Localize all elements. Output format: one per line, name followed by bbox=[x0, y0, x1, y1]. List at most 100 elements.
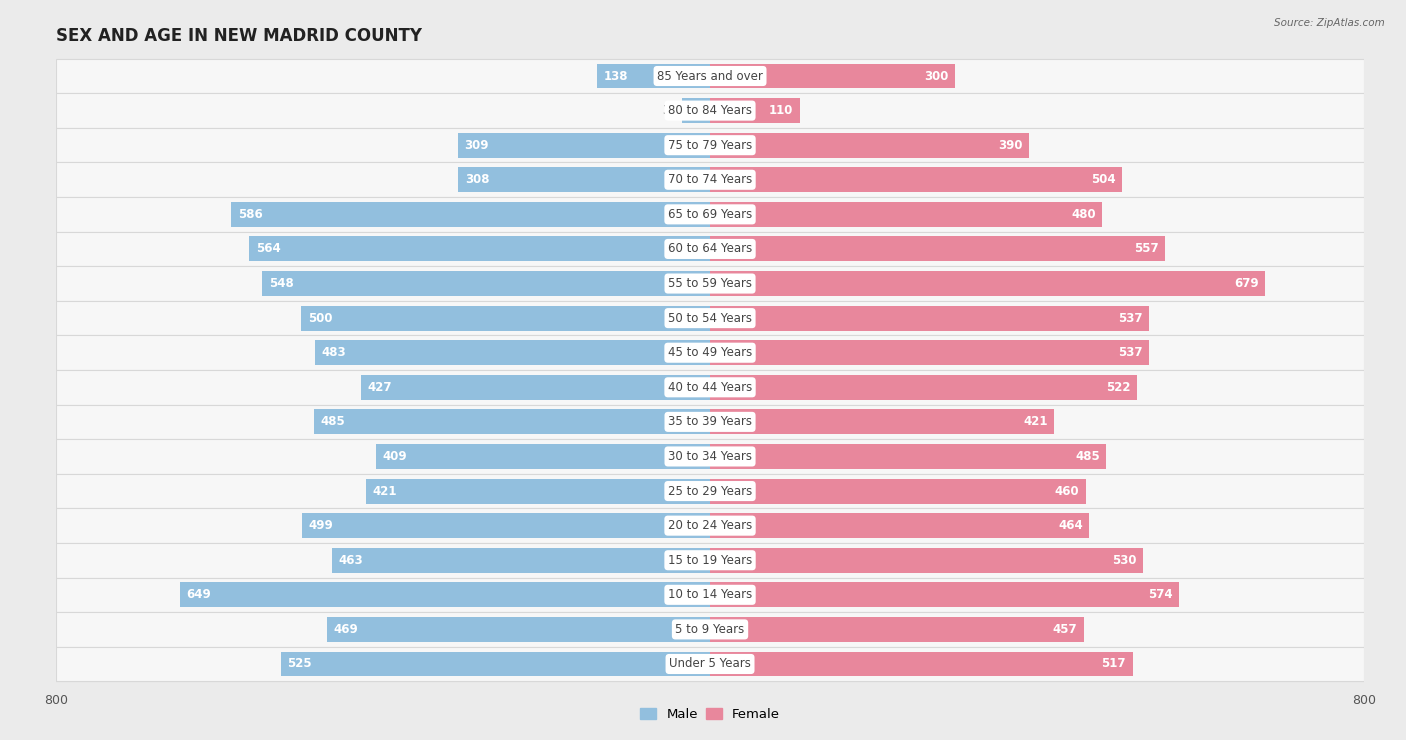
Text: 480: 480 bbox=[1071, 208, 1095, 221]
Bar bbox=[598, 64, 710, 89]
Bar bbox=[56, 543, 1364, 577]
Bar bbox=[710, 271, 1265, 296]
Text: 60 to 64 Years: 60 to 64 Years bbox=[668, 243, 752, 255]
Legend: Male, Female: Male, Female bbox=[634, 702, 786, 726]
Text: 564: 564 bbox=[256, 243, 280, 255]
Text: 649: 649 bbox=[186, 588, 211, 602]
Bar bbox=[710, 202, 1102, 226]
Bar bbox=[249, 237, 710, 261]
Text: 50 to 54 Years: 50 to 54 Years bbox=[668, 312, 752, 325]
Bar bbox=[710, 444, 1107, 469]
Bar bbox=[710, 375, 1136, 400]
Text: 308: 308 bbox=[465, 173, 489, 186]
Text: 525: 525 bbox=[287, 657, 312, 670]
Text: 70 to 74 Years: 70 to 74 Years bbox=[668, 173, 752, 186]
Bar bbox=[56, 577, 1364, 612]
Text: 409: 409 bbox=[382, 450, 406, 463]
Bar bbox=[366, 479, 710, 503]
Text: 485: 485 bbox=[1076, 450, 1099, 463]
Bar bbox=[301, 306, 710, 331]
Text: 45 to 49 Years: 45 to 49 Years bbox=[668, 346, 752, 359]
Text: 421: 421 bbox=[373, 485, 396, 497]
Text: 574: 574 bbox=[1147, 588, 1173, 602]
Text: 469: 469 bbox=[333, 623, 359, 636]
Text: 463: 463 bbox=[339, 554, 363, 567]
Text: 504: 504 bbox=[1091, 173, 1115, 186]
Bar bbox=[710, 514, 1090, 538]
Text: 517: 517 bbox=[1101, 657, 1126, 670]
Text: 15 to 19 Years: 15 to 19 Years bbox=[668, 554, 752, 567]
Bar bbox=[56, 439, 1364, 474]
Text: 457: 457 bbox=[1052, 623, 1077, 636]
Bar bbox=[56, 301, 1364, 335]
Text: Source: ZipAtlas.com: Source: ZipAtlas.com bbox=[1274, 18, 1385, 29]
Bar bbox=[326, 617, 710, 642]
Bar bbox=[56, 612, 1364, 647]
Text: 483: 483 bbox=[322, 346, 346, 359]
Bar bbox=[180, 582, 710, 608]
Text: 55 to 59 Years: 55 to 59 Years bbox=[668, 277, 752, 290]
Bar bbox=[56, 232, 1364, 266]
Bar bbox=[710, 64, 955, 89]
Text: 464: 464 bbox=[1057, 519, 1083, 532]
Bar bbox=[56, 93, 1364, 128]
Bar bbox=[710, 548, 1143, 573]
Text: 499: 499 bbox=[309, 519, 333, 532]
Bar bbox=[56, 335, 1364, 370]
Text: 110: 110 bbox=[769, 104, 793, 117]
Bar bbox=[56, 405, 1364, 439]
Text: 537: 537 bbox=[1118, 346, 1142, 359]
Text: SEX AND AGE IN NEW MADRID COUNTY: SEX AND AGE IN NEW MADRID COUNTY bbox=[56, 27, 422, 45]
Bar bbox=[56, 508, 1364, 543]
Text: 20 to 24 Years: 20 to 24 Years bbox=[668, 519, 752, 532]
Bar bbox=[231, 202, 710, 226]
Bar bbox=[262, 271, 710, 296]
Bar bbox=[302, 514, 710, 538]
Bar bbox=[56, 474, 1364, 508]
Bar bbox=[710, 617, 1084, 642]
Text: 5 to 9 Years: 5 to 9 Years bbox=[675, 623, 745, 636]
Text: 35 to 39 Years: 35 to 39 Years bbox=[668, 415, 752, 428]
Bar bbox=[710, 479, 1085, 503]
Text: 138: 138 bbox=[603, 70, 628, 83]
Bar bbox=[458, 167, 710, 192]
Bar bbox=[457, 132, 710, 158]
Bar bbox=[710, 237, 1166, 261]
Bar bbox=[314, 409, 710, 434]
Text: 85 Years and over: 85 Years and over bbox=[657, 70, 763, 83]
Text: 40 to 44 Years: 40 to 44 Years bbox=[668, 381, 752, 394]
Text: 586: 586 bbox=[238, 208, 263, 221]
Text: 390: 390 bbox=[998, 138, 1022, 152]
Bar bbox=[361, 375, 710, 400]
Bar bbox=[56, 197, 1364, 232]
Bar bbox=[710, 409, 1054, 434]
Bar bbox=[710, 132, 1029, 158]
Bar bbox=[56, 128, 1364, 163]
Bar bbox=[710, 98, 800, 123]
Text: 460: 460 bbox=[1054, 485, 1080, 497]
Text: Under 5 Years: Under 5 Years bbox=[669, 657, 751, 670]
Text: 427: 427 bbox=[367, 381, 392, 394]
Bar bbox=[710, 340, 1149, 365]
Bar bbox=[281, 651, 710, 676]
Text: 309: 309 bbox=[464, 138, 488, 152]
Text: 65 to 69 Years: 65 to 69 Years bbox=[668, 208, 752, 221]
Text: 530: 530 bbox=[1112, 554, 1136, 567]
Text: 548: 548 bbox=[269, 277, 294, 290]
Text: 522: 522 bbox=[1105, 381, 1130, 394]
Bar bbox=[56, 163, 1364, 197]
Text: 537: 537 bbox=[1118, 312, 1142, 325]
Bar bbox=[56, 266, 1364, 301]
Bar bbox=[315, 340, 710, 365]
Bar bbox=[56, 58, 1364, 93]
Bar bbox=[710, 306, 1149, 331]
Text: 80 to 84 Years: 80 to 84 Years bbox=[668, 104, 752, 117]
Bar bbox=[56, 370, 1364, 405]
Bar bbox=[710, 651, 1133, 676]
Text: 75 to 79 Years: 75 to 79 Years bbox=[668, 138, 752, 152]
Bar bbox=[375, 444, 710, 469]
Text: 557: 557 bbox=[1135, 243, 1159, 255]
Text: 30 to 34 Years: 30 to 34 Years bbox=[668, 450, 752, 463]
Text: 10 to 14 Years: 10 to 14 Years bbox=[668, 588, 752, 602]
Text: 679: 679 bbox=[1234, 277, 1258, 290]
